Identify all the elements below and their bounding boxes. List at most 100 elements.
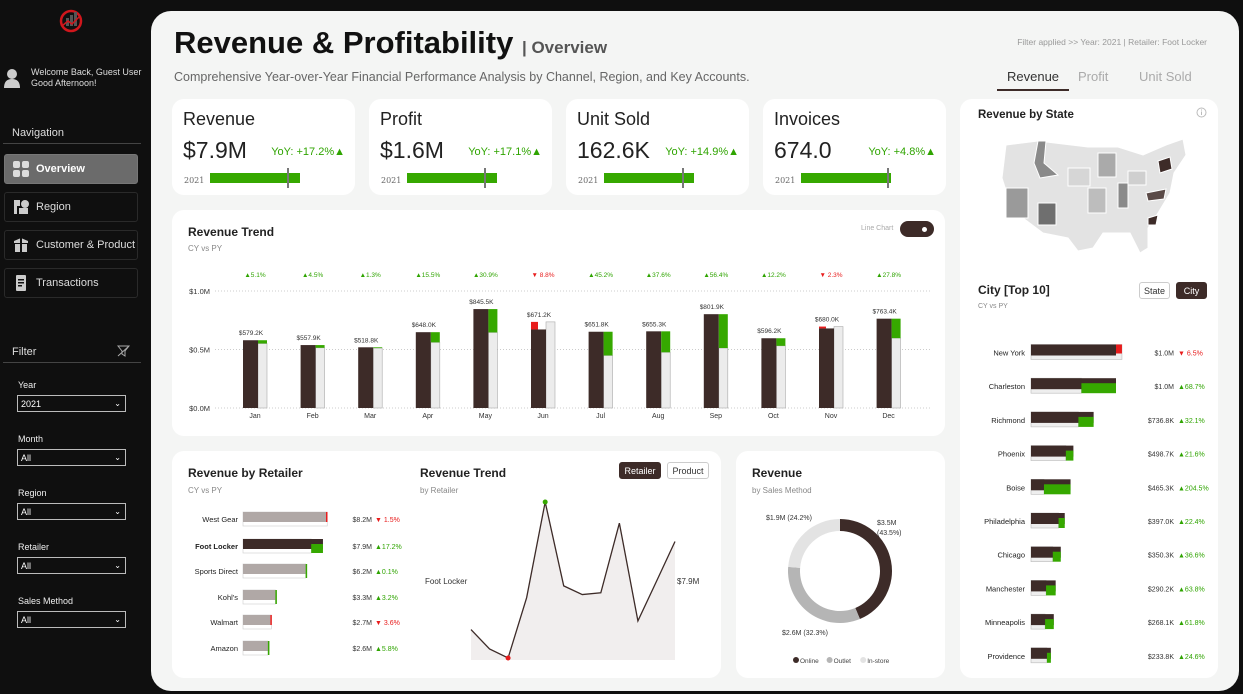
growth-label: ▼ 2.3% xyxy=(819,272,842,279)
info-icon[interactable] xyxy=(1196,107,1207,118)
value-label: $680.0K xyxy=(815,317,840,324)
kpi-target-marker xyxy=(484,168,487,188)
filter-retailer-select[interactable]: All ⌄ xyxy=(17,557,126,574)
clear-filter-icon[interactable] xyxy=(117,345,130,357)
value-label: $1.0M xyxy=(1155,384,1175,391)
city-label: Minneapolis xyxy=(985,618,1025,627)
line-chart-toggle[interactable] xyxy=(900,221,934,237)
value-label: $845.5K xyxy=(469,299,494,306)
map-icon xyxy=(13,199,29,215)
variance-positive xyxy=(1046,585,1056,596)
value-label: $579.2K xyxy=(239,330,264,337)
kpi-yoy: YoY: +4.8%▲ xyxy=(868,146,936,158)
us-state-map[interactable] xyxy=(998,133,1188,261)
filter-region-select[interactable]: All ⌄ xyxy=(17,503,126,520)
value-label: $655.3K xyxy=(642,321,667,328)
card-title: Revenue Trend xyxy=(188,225,275,239)
tab-profit[interactable]: Profit xyxy=(1078,69,1109,84)
growth-label: ▲1.3% xyxy=(360,272,381,279)
cy-bar xyxy=(1031,546,1061,558)
tab-unit-sold[interactable]: Unit Sold xyxy=(1139,69,1192,84)
filter-month-select[interactable]: All ⌄ xyxy=(17,449,126,466)
nav-region[interactable]: Region xyxy=(4,192,138,222)
cy-bar xyxy=(243,564,306,574)
nav-transactions[interactable]: Transactions xyxy=(4,268,138,298)
variance-positive xyxy=(305,564,308,578)
card-subtitle: by Sales Method xyxy=(752,486,812,495)
city-button[interactable]: City xyxy=(1176,282,1207,299)
nav-label: Overview xyxy=(36,163,85,175)
filter-label-region: Region xyxy=(18,488,47,498)
x-tick-label: Feb xyxy=(307,413,319,420)
retailer-bar-chart: West Gear $8.2M ▼ 1.5% Foot Locker $7.9M ▲17.… xyxy=(195,511,402,656)
value-label: $596.2K xyxy=(757,328,782,335)
growth-label: ▲27.8% xyxy=(876,272,901,279)
revenue-trend-chart: $0.0M $0.5M $1.0M $579.2K Jan ▲5.1% $557.9K Feb… xyxy=(189,272,930,420)
x-tick-label: Dec xyxy=(882,413,895,420)
nav-label: Transactions xyxy=(36,277,99,289)
value-label: $801.9K xyxy=(700,304,725,311)
city-label: Philadelphia xyxy=(984,517,1026,526)
growth-label: ▲5.1% xyxy=(244,272,265,279)
kpi-progress-bar xyxy=(210,173,300,183)
card-title: Revenue by Retailer xyxy=(188,466,303,480)
legend-label: Outlet xyxy=(834,658,852,665)
x-tick-label: Sep xyxy=(710,413,723,420)
chevron-down-icon: ⌄ xyxy=(114,507,121,516)
city-bar-chart: New York $1.0M ▼ 6.5%Charleston $1.0M ▲68.7%… xyxy=(984,344,1209,664)
nav-overview[interactable]: Overview xyxy=(4,154,138,184)
kpi-card-profit: Profit $1.6M YoY: +17.1%▲ 2021 xyxy=(369,99,552,195)
revenue-trend-card: Revenue Trend CY vs PY Line Chart $0.0M $… xyxy=(172,210,945,436)
page-title: Revenue & Profitability | Overview xyxy=(174,25,607,61)
kpi-year: 2021 xyxy=(775,176,796,185)
state-button[interactable]: State xyxy=(1139,282,1170,299)
nav-heading: Navigation xyxy=(12,127,64,139)
kpi-year: 2021 xyxy=(184,176,205,185)
greeting-text: Good Afternoon! xyxy=(31,78,97,88)
sales-method-donut: $3.5M (43.5%) $2.6M (32.3%) $1.9M (24.2%) On… xyxy=(766,515,902,665)
value-label: $518.8K xyxy=(354,337,379,344)
value-label: $557.9K xyxy=(296,335,321,342)
cy-bar xyxy=(243,512,326,522)
kpi-value: 162.6K xyxy=(577,137,650,163)
filter-year-select[interactable]: 2021 ⌄ xyxy=(17,395,126,412)
x-tick-label: Jun xyxy=(537,413,548,420)
total-label: $7.9M xyxy=(677,577,700,586)
tab-revenue[interactable]: Revenue xyxy=(997,69,1070,91)
x-tick-label: Jan xyxy=(249,413,260,420)
kpi-yoy: YoY: +17.1%▲ xyxy=(468,146,542,158)
value-label: $498.7K xyxy=(1148,452,1174,459)
city-label: New York xyxy=(993,349,1025,358)
variance-positive xyxy=(1065,450,1074,461)
filter-value: All xyxy=(21,452,32,463)
cy-bar xyxy=(588,331,604,408)
slice-label: $3.5M xyxy=(877,520,897,527)
kpi-card-unit-sold: Unit Sold 162.6K YoY: +14.9%▲ 2021 xyxy=(566,99,749,195)
nav-label: Customer & Product xyxy=(36,239,136,251)
retailer-label: Kohl's xyxy=(218,593,238,602)
py-bar xyxy=(833,326,844,409)
value-label: $233.8K xyxy=(1148,654,1174,661)
donut-slice-outlet xyxy=(788,566,860,623)
page-title-text: Revenue & Profitability xyxy=(174,25,514,60)
value-label: $671.2K xyxy=(527,312,552,319)
growth-label: ▼ 3.6% xyxy=(375,620,400,627)
slice-label: $2.6M (32.3%) xyxy=(782,630,828,637)
retailer-button[interactable]: Retailer xyxy=(619,462,661,479)
retailer-card: Revenue by Retailer CY vs PY West Gear $8… xyxy=(172,451,721,678)
variance-positive xyxy=(267,641,270,655)
card-title: Revenue xyxy=(752,466,803,480)
x-tick-label: Oct xyxy=(768,413,779,420)
filter-value: All xyxy=(21,614,32,625)
filter-sales-method-select[interactable]: All ⌄ xyxy=(17,611,126,628)
py-bar xyxy=(545,321,556,409)
legend-marker xyxy=(793,657,799,663)
x-tick-label: Jul xyxy=(596,413,605,420)
nav-customer-product[interactable]: Customer & Product xyxy=(4,230,138,260)
product-button[interactable]: Product xyxy=(667,462,709,479)
kpi-value: $1.6M xyxy=(380,137,444,163)
card-subtitle: CY vs PY xyxy=(978,303,1008,310)
grid-icon xyxy=(13,161,29,177)
chevron-down-icon: ⌄ xyxy=(114,615,121,624)
cy-bar xyxy=(1031,580,1056,592)
